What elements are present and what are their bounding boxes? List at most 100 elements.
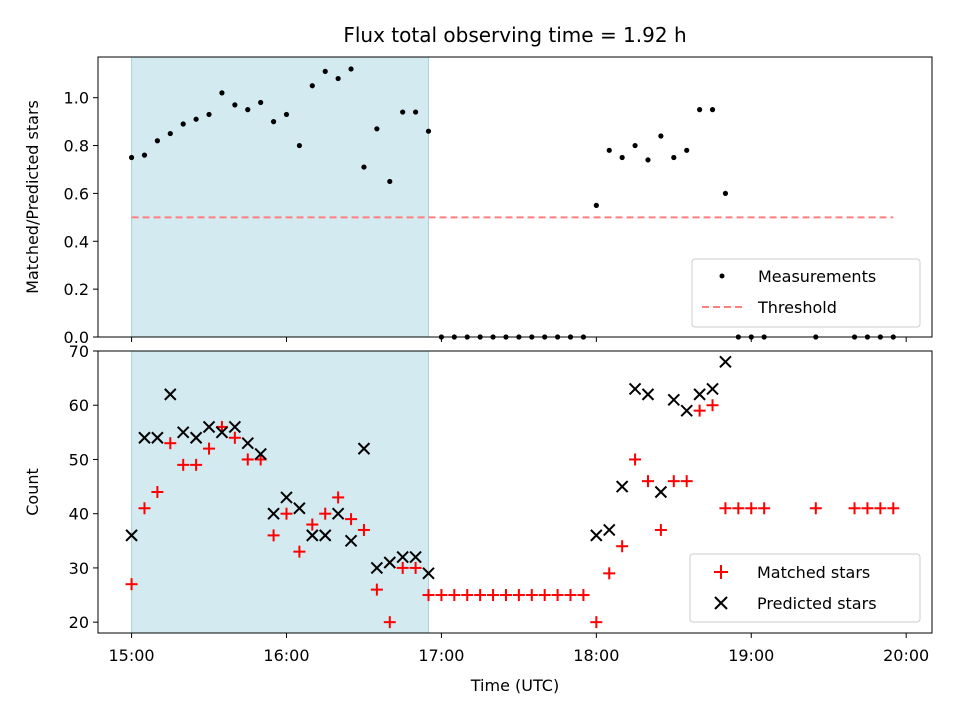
measurement-point <box>180 121 186 127</box>
measurement-point <box>258 99 264 106</box>
predicted-star-point <box>125 529 138 542</box>
matched-star-point <box>151 486 164 498</box>
measurement-point <box>193 116 199 122</box>
matched-star-point <box>874 502 887 515</box>
measurement-point <box>671 154 677 161</box>
y-tick-label: 60 <box>69 396 89 415</box>
predicted-star-point <box>189 431 203 444</box>
measurement-point <box>387 178 393 185</box>
measurement-point <box>154 138 160 144</box>
matched-star-point <box>190 458 203 471</box>
predicted-star-point <box>293 502 306 515</box>
matched-star-point <box>641 475 654 488</box>
matched-star-point <box>280 507 293 520</box>
matched-star-point <box>512 589 525 602</box>
y-tick-label: 0.6 <box>64 184 89 203</box>
matched-star-point <box>474 589 487 602</box>
predicted-star-point <box>280 491 293 504</box>
measurement-point <box>619 154 625 161</box>
matched-star-point <box>680 475 693 488</box>
matched-star-point <box>551 589 564 602</box>
measurement-point <box>645 157 651 163</box>
matched-star-point <box>254 453 267 466</box>
measurement-point <box>709 107 716 113</box>
measurement-point <box>412 109 419 115</box>
y-tick-label: 1.0 <box>64 89 89 108</box>
predicted-star-point <box>164 388 177 401</box>
measurement-point <box>309 83 315 89</box>
matched-star-point <box>564 589 577 602</box>
matched-star-point <box>693 404 706 417</box>
matched-star-point <box>538 589 551 602</box>
x-tick-label: 17:00 <box>418 646 464 665</box>
measurement-point <box>322 68 328 74</box>
legend-predicted-label: Predicted stars <box>757 594 877 613</box>
predicted-star-point <box>241 436 254 450</box>
matched-star-point <box>306 518 319 531</box>
predicted-star-point <box>693 388 706 401</box>
predicted-star-point <box>615 480 629 493</box>
chart-title: Flux total observing time = 1.92 h <box>343 23 686 47</box>
measurement-point <box>232 102 238 108</box>
matched-star-point <box>616 540 629 553</box>
legend-matched-marker <box>714 565 728 579</box>
predicted-star-point <box>138 431 151 444</box>
matched-star-point <box>809 502 822 515</box>
measurement-point <box>335 75 341 82</box>
top-panel: 0.0 0.2 0.4 0.6 0.8 1.0 Matched/Predicted sta… <box>23 56 933 347</box>
x-tick-label: 18:00 <box>573 646 619 665</box>
predicted-star-point <box>422 567 435 580</box>
matched-star-point <box>667 475 680 488</box>
matched-star-point <box>383 616 396 629</box>
matched-star-point <box>448 589 461 602</box>
matched-star-point <box>719 502 732 515</box>
legend-matched-label: Matched stars <box>757 563 870 582</box>
y-tick-label: 70 <box>69 342 89 361</box>
bottom-panel-y-ticks: 20 30 40 50 60 70 <box>69 342 98 632</box>
y-tick-label: 20 <box>69 613 89 632</box>
matched-star-point <box>293 545 306 558</box>
measurement-point <box>270 119 277 125</box>
matched-star-point <box>370 583 383 596</box>
predicted-star-point <box>254 447 267 461</box>
measurement-point <box>374 126 380 132</box>
bottom-panel-ylabel: Count <box>23 468 42 516</box>
measurement-point <box>141 152 148 158</box>
matched-star-point <box>228 431 241 444</box>
measurement-point <box>606 147 612 153</box>
matched-star-point <box>345 513 358 526</box>
matched-star-point <box>409 561 422 574</box>
observing-window-shade-top <box>131 56 430 338</box>
matched-star-point <box>887 502 900 515</box>
predicted-star-point <box>267 507 280 520</box>
predicted-star-point <box>319 529 332 542</box>
predicted-star-point <box>151 431 164 444</box>
measurement-point <box>167 130 173 137</box>
matched-star-point <box>203 442 216 455</box>
matched-star-point <box>164 437 177 450</box>
predicted-star-point <box>603 523 616 537</box>
matched-star-point <box>745 502 758 515</box>
matched-star-point <box>487 589 500 602</box>
measurement-point <box>400 109 406 115</box>
predicted-star-point <box>654 485 668 499</box>
matched-star-point <box>603 567 616 580</box>
measurement-point <box>219 90 225 96</box>
y-tick-label: 30 <box>69 559 89 578</box>
legend-measurements-label: Measurements <box>758 267 876 286</box>
matched-star-point <box>215 420 228 433</box>
bottom-panel: 20 30 40 50 60 70 15:00 16:00 17:00 18:00 19:00 20… <box>23 342 933 695</box>
predicted-star-point <box>667 393 681 407</box>
y-tick-label: 40 <box>69 505 89 524</box>
measurement-point <box>348 66 354 72</box>
predicted-star-point <box>628 382 642 396</box>
matched-star-point <box>138 502 151 515</box>
matched-star-point <box>125 578 138 591</box>
matched-star-point <box>654 523 667 536</box>
predicted-star-point <box>344 534 358 548</box>
top-legend-box <box>691 258 921 328</box>
y-tick-label: 0.2 <box>64 280 89 299</box>
predicted-star-point <box>177 426 190 439</box>
predicted-star-point <box>719 355 732 369</box>
